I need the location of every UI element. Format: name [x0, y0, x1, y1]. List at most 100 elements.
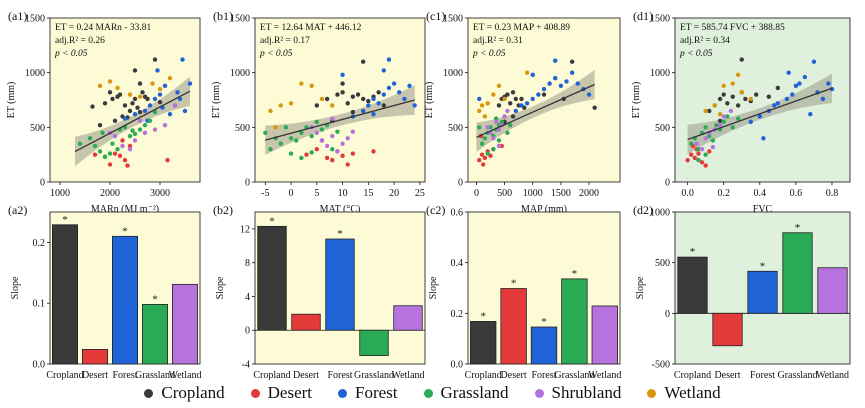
point-desert [304, 152, 309, 157]
category-label-wetland: Wetland [391, 370, 424, 380]
point-desert [345, 162, 350, 167]
panel-b1: (b1) 0 500 1000 1500 ET (mm) -5 0 5 10 15 20 25 MAT (… [211, 9, 426, 215]
point-cropland [721, 92, 726, 97]
point-cropland [510, 90, 516, 95]
fit-line-a1 [74, 90, 191, 153]
point-grassland [485, 151, 490, 156]
point-wetland [524, 70, 530, 75]
x-tick-label-a1: 2000 [100, 188, 120, 199]
x-tick-label-d1: 0.6 [790, 188, 803, 199]
y-tick-label-d2: 1000 [650, 208, 670, 219]
category-label-desert: Desert [293, 370, 319, 380]
point-shrubland [721, 114, 726, 119]
point-grassland [319, 127, 325, 132]
category-label-forest: Forest [750, 370, 775, 380]
point-desert [117, 153, 123, 158]
y-tick-label-c2: 0.0 [451, 360, 464, 371]
point-forest [391, 81, 397, 86]
y-tick-label-a1: 500 [30, 123, 45, 134]
bar-grassland [141, 304, 168, 365]
point-grassland [330, 147, 335, 152]
point-grassland [107, 151, 113, 156]
point-wetland [735, 72, 741, 78]
y-tick-label-a2: 0.2 [33, 238, 46, 249]
y-tick-label-a2: 0.0 [33, 360, 46, 371]
point-forest [386, 85, 392, 91]
panel-b2: (b2) -4 0 4 8 12 Slope * Cropland Desert * Forest Gr… [213, 203, 426, 380]
point-forest [152, 96, 158, 102]
r2-c1: adj.R² = 0.31 [473, 36, 523, 46]
x-tick-label-c1: 0 [474, 188, 479, 199]
point-wetland [703, 108, 708, 114]
x-tick-label-d1: 0.4 [754, 188, 767, 199]
point-wetland [137, 94, 143, 99]
point-desert [481, 162, 486, 167]
point-shrubland [314, 130, 320, 135]
point-forest [513, 108, 519, 114]
point-cropland [519, 96, 524, 102]
panel-label-d2: (d2) [633, 203, 653, 217]
point-wetland [748, 96, 753, 102]
point-forest [786, 70, 791, 75]
point-grassland [479, 141, 485, 146]
point-cropland [90, 104, 95, 109]
point-wetland [319, 96, 325, 102]
point-forest [820, 96, 826, 102]
legend-dot-desert [250, 388, 260, 398]
y-tick-label-d2: 500 [655, 258, 670, 269]
point-wetland [730, 81, 735, 86]
p-value-a1: p < 0.05 [54, 49, 88, 59]
bar-desert [500, 288, 527, 365]
point-shrubland [496, 143, 502, 149]
y-tick-label-b2: 8 [245, 258, 250, 269]
point-desert [324, 155, 330, 161]
point-wetland [288, 101, 294, 106]
point-cropland [350, 94, 356, 99]
significance-star: * [541, 316, 547, 328]
y-tick-label-d1: 500 [655, 123, 670, 134]
point-cropland [743, 96, 748, 102]
significance-star: * [511, 278, 517, 290]
point-forest [180, 57, 185, 62]
point-forest [757, 114, 762, 119]
significance-star: * [269, 215, 275, 227]
legend-item-grassland: Grassland [423, 383, 509, 403]
point-grassland [92, 143, 98, 149]
significance-star: * [690, 246, 696, 258]
category-label-wetland: Wetland [816, 370, 849, 380]
y-tick-label-b1: 1500 [230, 14, 250, 25]
point-cropland [508, 101, 513, 106]
point-forest [748, 119, 753, 125]
point-forest [155, 68, 160, 73]
significance-star: * [795, 222, 801, 234]
y-tick-label-b2: 0 [245, 326, 250, 337]
point-grassland [268, 147, 273, 152]
point-forest [407, 83, 412, 88]
point-desert [350, 151, 356, 156]
point-wetland [721, 83, 726, 88]
y-tick-label-a1: 1500 [25, 14, 45, 25]
bar-cropland [257, 225, 287, 331]
significance-star: * [337, 228, 343, 240]
point-desert [165, 157, 170, 163]
point-shrubland [330, 116, 335, 121]
y-tick-label-b2: 4 [245, 292, 250, 303]
panel-label-b1: (b1) [213, 9, 233, 23]
bar-wetland [171, 283, 198, 365]
legend-item-cropland: Cropland [144, 383, 225, 403]
point-desert [107, 162, 113, 167]
point-forest [793, 83, 799, 88]
point-forest [340, 72, 345, 78]
point-forest [575, 81, 580, 86]
point-desert [707, 149, 712, 154]
panel-label-d1: (d1) [633, 9, 653, 23]
point-cropland [324, 96, 330, 102]
y-tick-label-c1: 1500 [443, 14, 463, 25]
fit-line-b1 [265, 99, 415, 141]
point-wetland [167, 75, 173, 81]
panel-c1: (c1) 0 500 1000 1500 ET (mm) 0 500 1000 1500 2000 M… [424, 9, 621, 215]
point-desert [689, 152, 694, 157]
point-grassland [499, 119, 504, 125]
point-grassland [299, 130, 304, 135]
point-desert [112, 151, 118, 156]
